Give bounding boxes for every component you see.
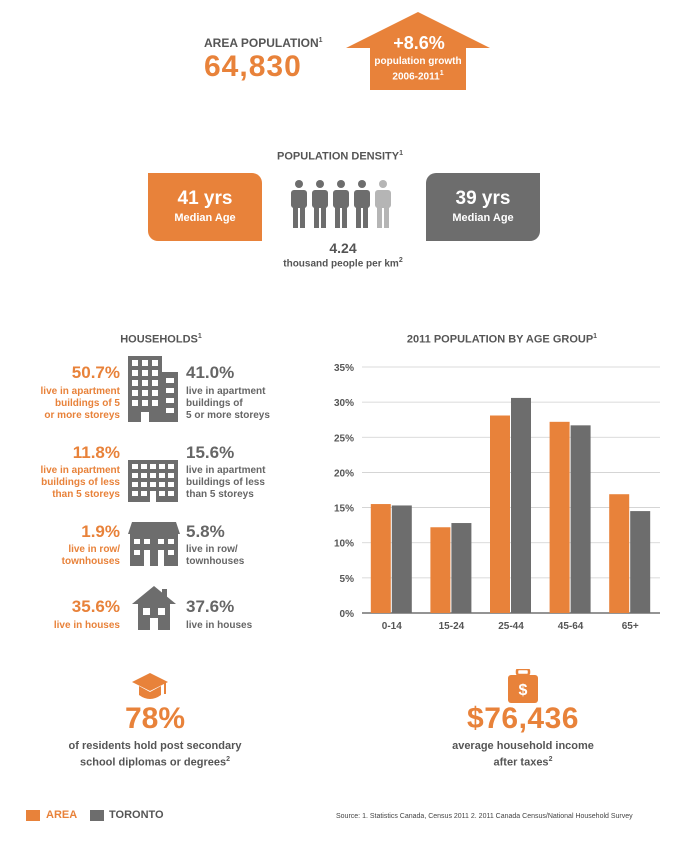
hh-area-pct: 50.7% bbox=[71, 363, 120, 382]
hh-toronto-desc: live in apartment buildings of 5 or more s… bbox=[186, 386, 270, 421]
legend-swatch-toronto bbox=[90, 810, 104, 821]
y-tick-label: 35% bbox=[334, 363, 354, 374]
hh-toronto-pct: 41.0% bbox=[186, 363, 235, 382]
toronto-median-age-value: 39 yrs bbox=[455, 188, 511, 209]
income-value: $76,436 bbox=[467, 702, 579, 735]
x-tick-label: 45-64 bbox=[558, 621, 584, 632]
chart-title: 2011 POPULATION BY AGE GROUP1 bbox=[406, 333, 598, 346]
age-group-bar-chart: 0% 5% 10% 15% 20% 25% 30% 35% 0-14 15-24 25-44 45-6… bbox=[334, 363, 660, 632]
person-icon bbox=[375, 180, 391, 228]
person-icon bbox=[291, 180, 307, 228]
households-title: HOUSEHOLDS1 bbox=[120, 333, 202, 346]
growth-value: +8.6% bbox=[393, 33, 445, 53]
person-icon bbox=[333, 180, 349, 228]
density-value: 4.24 bbox=[329, 240, 357, 256]
bar-toronto-65+ bbox=[630, 511, 651, 613]
bar-toronto-45-64 bbox=[570, 425, 591, 613]
bar-area-25-44 bbox=[490, 415, 510, 613]
hh-toronto-pct: 37.6% bbox=[186, 597, 235, 616]
source-note: Source: 1. Statistics Canada, Census 201… bbox=[336, 813, 633, 820]
legend-label-toronto: TORONTO bbox=[109, 809, 164, 821]
hh-area-desc: live in apartment buildings of 5 or more s… bbox=[40, 386, 120, 421]
person-icon bbox=[354, 180, 370, 228]
y-tick-label: 5% bbox=[340, 574, 355, 585]
education-desc: of residents hold post secondary school … bbox=[68, 740, 242, 769]
y-tick-label: 30% bbox=[334, 398, 354, 409]
toronto-median-age-label: Median Age bbox=[452, 212, 514, 224]
townhouse-icon bbox=[128, 522, 180, 566]
area-population-label: AREA POPULATION1 bbox=[204, 36, 323, 50]
hh-toronto-pct: 15.6% bbox=[186, 443, 235, 462]
hh-toronto-pct: 5.8% bbox=[186, 522, 225, 541]
x-tick-label: 15-24 bbox=[439, 621, 465, 632]
highrise-building-icon bbox=[128, 356, 178, 422]
hh-area-pct: 11.8% bbox=[72, 443, 120, 462]
y-tick-label: 25% bbox=[334, 433, 354, 444]
x-tick-label: 0-14 bbox=[382, 621, 402, 632]
person-icon bbox=[312, 180, 328, 228]
hh-area-desc: live in row/townhouses bbox=[61, 544, 120, 567]
hh-area-desc: live in houses bbox=[53, 620, 120, 631]
growth-house-icon bbox=[346, 12, 490, 90]
legend-label-area: AREA bbox=[46, 809, 78, 821]
density-title: POPULATION DENSITY1 bbox=[277, 150, 403, 163]
area-median-age-box: 41 yrs Median Age bbox=[148, 173, 262, 241]
svg-text:$: $ bbox=[519, 682, 528, 699]
x-tick-label: 65+ bbox=[622, 621, 639, 632]
house-icon bbox=[132, 586, 176, 630]
bar-toronto-15-24 bbox=[451, 523, 472, 613]
bar-area-65+ bbox=[609, 494, 630, 613]
income-desc: average household income after taxes2 bbox=[452, 740, 594, 769]
hh-toronto-desc: live in houses bbox=[186, 620, 253, 631]
bar-area-0-14 bbox=[370, 504, 391, 613]
y-tick-label: 0% bbox=[340, 609, 355, 620]
lowrise-building-icon bbox=[128, 460, 178, 502]
y-tick-label: 20% bbox=[334, 468, 354, 479]
hh-area-pct: 35.6% bbox=[71, 597, 120, 616]
area-median-age-value: 41 yrs bbox=[177, 188, 233, 209]
density-unit: thousand people per km2 bbox=[283, 257, 403, 270]
graduation-cap-icon bbox=[132, 673, 168, 699]
bar-toronto-25-44 bbox=[511, 397, 531, 613]
x-tick-label: 25-44 bbox=[498, 621, 524, 632]
y-tick-label: 10% bbox=[334, 539, 354, 550]
bar-area-15-24 bbox=[430, 527, 451, 613]
growth-label: population growth 2006-20111 bbox=[374, 56, 462, 83]
bar-area-45-64 bbox=[549, 421, 570, 613]
legend-swatch-area bbox=[26, 810, 40, 821]
hh-toronto-desc: live in apartment buildings of less than 5… bbox=[186, 465, 266, 500]
y-tick-label: 15% bbox=[334, 504, 354, 515]
toronto-median-age-box: 39 yrs Median Age bbox=[426, 173, 540, 241]
bar-toronto-0-14 bbox=[391, 505, 412, 613]
area-median-age-label: Median Age bbox=[174, 212, 236, 224]
people-icons bbox=[291, 180, 391, 228]
hh-area-desc: live in apartment buildings of less than 5… bbox=[40, 465, 120, 500]
hh-toronto-desc: live in row/townhouses bbox=[186, 544, 245, 567]
hh-area-pct: 1.9% bbox=[81, 522, 120, 541]
money-bag-icon: $ bbox=[508, 669, 538, 703]
education-value: 78% bbox=[124, 702, 186, 735]
area-population-value: 64,830 bbox=[204, 50, 302, 83]
